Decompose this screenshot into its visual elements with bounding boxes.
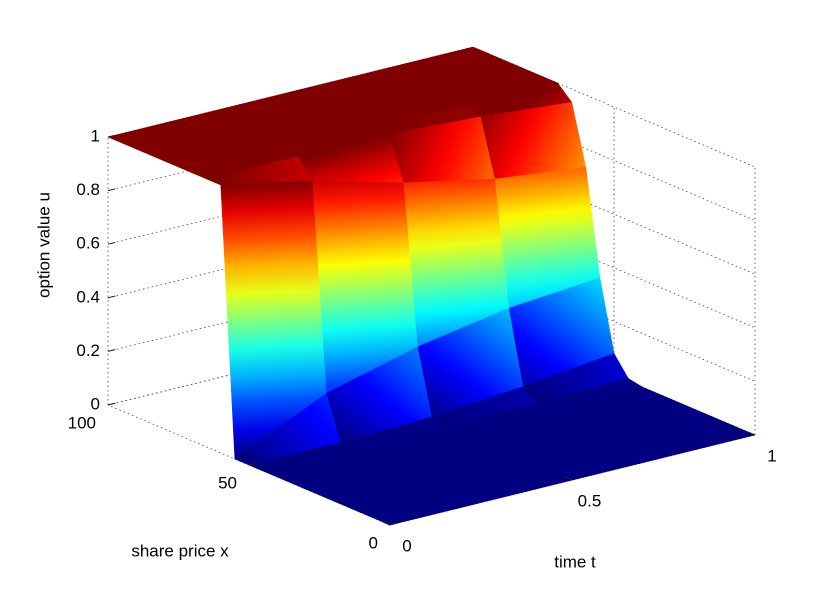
z-tick [107, 349, 116, 352]
axes: 0 0.2 0.4 0.6 0.8 1 0 0.5 1 0 50 100 [68, 126, 777, 555]
x-tick [565, 476, 573, 481]
surface-patch [375, 496, 482, 526]
y-tick [389, 522, 398, 526]
y-tick [107, 402, 116, 406]
z-tick-label: 0.4 [76, 287, 100, 306]
z-axis-label: option value u [34, 192, 53, 298]
z-tick-label: 0 [91, 394, 100, 413]
x-tick [382, 521, 391, 526]
z-tick-label: 0.8 [76, 180, 100, 199]
z-tick [107, 241, 116, 245]
z-tick [107, 134, 116, 138]
z-tick-label: 0.6 [76, 234, 100, 253]
y-axis-label: share price x [131, 541, 229, 560]
y-tick-label: 50 [218, 473, 237, 492]
z-tick-label: 0.2 [76, 341, 100, 360]
y-tick-label: 0 [369, 533, 378, 552]
z-tick [107, 188, 116, 192]
x-axis-label: time t [554, 552, 596, 571]
surface [107, 46, 756, 526]
y-tick [248, 462, 257, 466]
x-tick [747, 431, 756, 436]
y-tick-label: 100 [68, 413, 96, 432]
x-tick-label: 0 [402, 536, 411, 555]
x-tick-label: 1 [767, 446, 776, 465]
z-tick-label: 1 [91, 126, 100, 145]
z-tick [107, 295, 116, 299]
x-tick-label: 0.5 [578, 491, 602, 510]
